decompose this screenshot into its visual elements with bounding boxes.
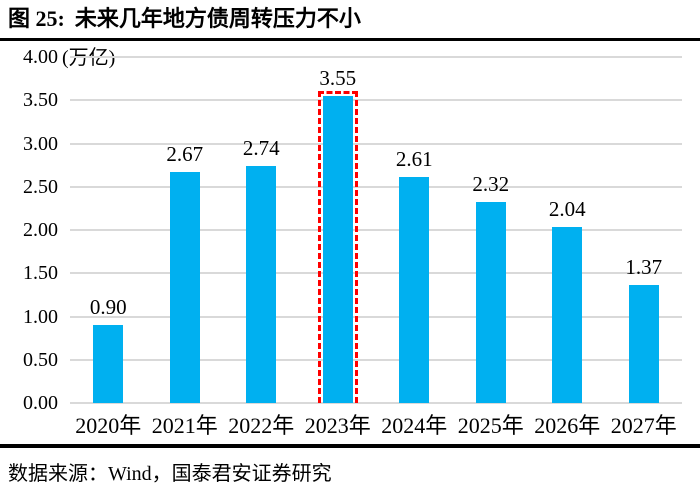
bar-value-label: 1.37 <box>625 254 663 279</box>
figure-number-label: 图 25: <box>8 6 65 31</box>
x-tick-label: 2025年 <box>457 413 524 438</box>
bar-value-label: 0.90 <box>89 295 127 320</box>
x-tick-label: 2022年 <box>228 413 295 438</box>
y-tick-label: 1.50 <box>23 262 58 285</box>
bar-value-label: 3.55 <box>319 65 357 90</box>
y-tick-label: 4.00 <box>23 46 58 68</box>
gridline <box>70 142 682 145</box>
bar-2022年 <box>246 166 277 403</box>
y-tick-label: 1.00 <box>23 305 58 328</box>
gridline <box>70 185 682 188</box>
y-tick-label: 2.00 <box>23 219 58 241</box>
bar-value-label: 2.61 <box>395 147 433 172</box>
x-tick-label: 2027年 <box>610 413 677 438</box>
bar-2023年 <box>322 95 353 403</box>
gridline <box>70 56 682 58</box>
bar-2027年 <box>628 284 659 403</box>
bar-2025年 <box>475 202 506 403</box>
y-axis-unit-label: (万亿) <box>62 47 116 69</box>
bar-value-label: 2.74 <box>242 136 280 160</box>
y-tick-label: 0.00 <box>23 392 58 414</box>
figure-title: 未来几年地方债周转压力不小 <box>74 6 361 31</box>
bar-2026年 <box>552 226 583 403</box>
plot-area: (万亿) 0.00 0.50 1.00 1.50 2.00 2.50 3.00 3.50 4.0… <box>23 46 682 438</box>
highlight-dashed-border <box>317 90 358 403</box>
x-tick-label: 2026年 <box>534 413 601 438</box>
gridline <box>70 315 682 318</box>
y-tick-label: 0.50 <box>23 348 58 371</box>
bar-value-label: 2.04 <box>548 196 586 221</box>
figure-title-row: 图 25: 未来几年地方债周转压力不小 <box>8 5 361 34</box>
y-tick-label: 2.50 <box>23 175 58 198</box>
title-divider-rule <box>0 38 700 41</box>
x-tick-label: 2021年 <box>151 413 218 438</box>
y-tick-label: 3.00 <box>23 132 58 155</box>
bar-2024年 <box>399 177 430 403</box>
y-tick-label: 3.50 <box>23 89 58 112</box>
gridline <box>70 272 682 275</box>
bar-value-label: 2.32 <box>472 172 510 197</box>
gridline <box>70 99 682 102</box>
x-tick-label: 2023年 <box>304 413 371 438</box>
bar-2020年 <box>93 325 124 403</box>
footer-divider-rule <box>0 444 700 448</box>
gridline <box>70 358 682 361</box>
x-tick-label: 2024年 <box>381 413 448 438</box>
gridline <box>70 229 682 231</box>
data-source-note: 数据来源：Wind，国泰君安证券研究 <box>8 463 332 485</box>
bar-value-label: 2.67 <box>166 142 204 167</box>
bar-2021年 <box>169 172 200 403</box>
gridline <box>70 402 682 404</box>
x-tick-label: 2020年 <box>75 413 142 438</box>
